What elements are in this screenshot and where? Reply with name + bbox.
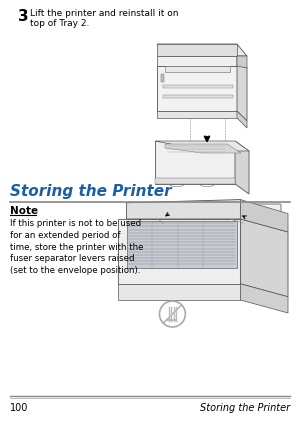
Polygon shape <box>127 200 240 219</box>
Text: If this printer is not to be used
for an extended period of
time, store the prin: If this printer is not to be used for an… <box>10 219 143 274</box>
Polygon shape <box>157 45 247 57</box>
Bar <box>228 227 234 235</box>
Polygon shape <box>240 219 288 297</box>
Polygon shape <box>240 200 288 233</box>
Bar <box>167 319 177 321</box>
Text: 100: 100 <box>10 402 28 412</box>
Polygon shape <box>157 57 237 67</box>
Text: Lift the printer and reinstall it on
top of Tray 2.: Lift the printer and reinstall it on top… <box>30 9 178 29</box>
FancyBboxPatch shape <box>129 204 196 245</box>
Polygon shape <box>237 112 247 129</box>
Text: 3: 3 <box>18 9 28 24</box>
Polygon shape <box>237 57 247 122</box>
Polygon shape <box>157 112 237 119</box>
Bar <box>225 215 237 229</box>
Polygon shape <box>235 142 249 195</box>
Polygon shape <box>155 142 249 152</box>
Polygon shape <box>155 178 235 184</box>
Polygon shape <box>155 142 235 184</box>
Text: Storing the Printer: Storing the Printer <box>200 402 290 412</box>
Polygon shape <box>127 222 237 268</box>
Text: Storing the Printer: Storing the Printer <box>10 184 172 199</box>
Polygon shape <box>163 96 233 99</box>
Bar <box>239 218 247 223</box>
FancyBboxPatch shape <box>204 204 281 245</box>
Polygon shape <box>163 86 233 89</box>
Bar <box>147 215 159 229</box>
Circle shape <box>159 301 185 327</box>
Text: Note: Note <box>10 205 38 216</box>
Polygon shape <box>237 57 247 69</box>
Bar <box>150 227 156 235</box>
Polygon shape <box>157 45 237 57</box>
Polygon shape <box>157 67 237 112</box>
Polygon shape <box>118 284 240 300</box>
Polygon shape <box>240 284 288 313</box>
Bar <box>161 75 164 83</box>
Polygon shape <box>118 219 240 284</box>
Polygon shape <box>165 67 230 73</box>
Bar <box>161 218 169 223</box>
Polygon shape <box>165 145 241 154</box>
